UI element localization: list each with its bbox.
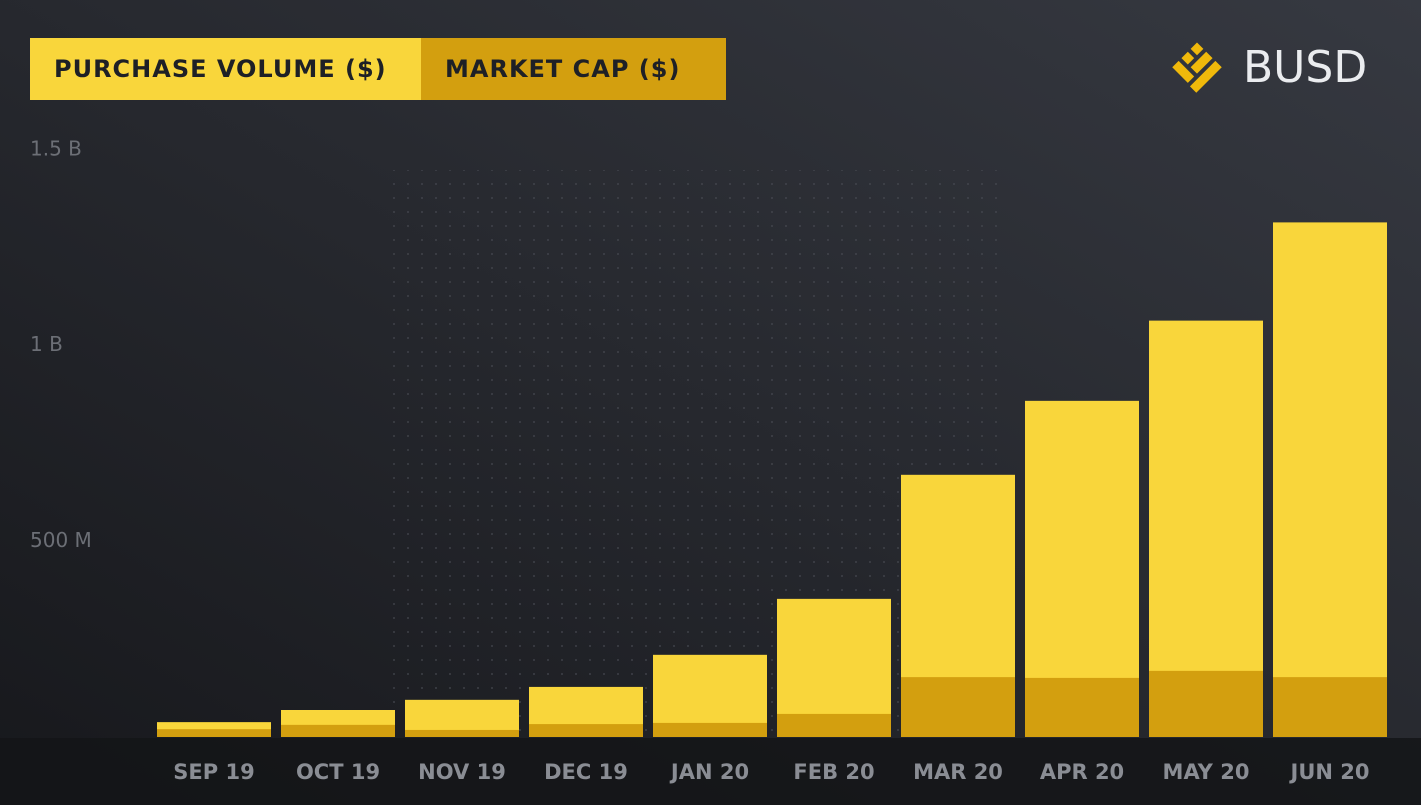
bar bbox=[281, 724, 395, 737]
x-tick-label: MAR 20 bbox=[913, 760, 1003, 784]
bar bbox=[1025, 677, 1139, 737]
bar bbox=[157, 729, 271, 737]
x-tick-label: APR 20 bbox=[1040, 760, 1124, 784]
legend-label: MARKET CAP ($) bbox=[445, 55, 680, 83]
legend-swatch bbox=[30, 38, 421, 100]
bar bbox=[1273, 222, 1387, 737]
x-tick-label: SEP 19 bbox=[173, 760, 254, 784]
y-tick-label: 500 M bbox=[30, 528, 92, 552]
x-tick-label: MAY 20 bbox=[1163, 760, 1250, 784]
bar bbox=[1149, 670, 1263, 737]
x-tick-label: JUN 20 bbox=[1289, 760, 1370, 784]
brand-name: BUSD bbox=[1243, 42, 1367, 93]
logo: BUSD bbox=[1172, 42, 1367, 93]
legend: PURCHASE VOLUME ($) MARKET CAP ($) bbox=[30, 38, 726, 100]
x-tick-label: FEB 20 bbox=[793, 760, 874, 784]
x-tick-label: NOV 19 bbox=[418, 760, 506, 784]
x-axis-band bbox=[0, 738, 1421, 805]
x-tick-label: DEC 19 bbox=[544, 760, 628, 784]
bar bbox=[901, 677, 1015, 737]
bar bbox=[1149, 320, 1263, 737]
bar bbox=[1273, 677, 1387, 737]
legend-swatch bbox=[421, 38, 726, 100]
bar bbox=[653, 722, 767, 737]
y-tick-label: 1.5 B bbox=[30, 137, 82, 161]
bar bbox=[777, 713, 891, 737]
x-tick-label: JAN 20 bbox=[669, 760, 749, 784]
legend-label: PURCHASE VOLUME ($) bbox=[54, 55, 387, 83]
y-tick-label: 1 B bbox=[30, 332, 63, 356]
bar bbox=[529, 724, 643, 737]
x-tick-label: OCT 19 bbox=[296, 760, 380, 784]
bar bbox=[405, 729, 519, 737]
